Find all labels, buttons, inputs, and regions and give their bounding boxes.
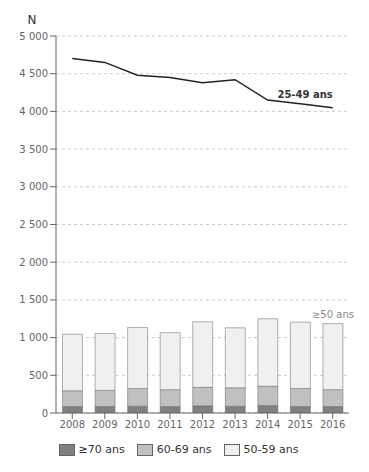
- html-text:60-69 ans: 60-69 ans: [156, 443, 212, 456]
- svg-text:N: N: [28, 13, 37, 27]
- svg-text:2015: 2015: [287, 419, 312, 430]
- svg-text:2010: 2010: [125, 419, 150, 430]
- svg-text:2009: 2009: [92, 419, 117, 430]
- svg-text:1 500: 1 500: [19, 294, 48, 305]
- svg-text:2008: 2008: [60, 419, 85, 430]
- svg-text:500: 500: [29, 370, 48, 381]
- svg-text:2012: 2012: [190, 419, 215, 430]
- svg-text:25-49 ans: 25-49 ans: [277, 89, 332, 100]
- svg-text:2011: 2011: [157, 419, 182, 430]
- svg-text:2016: 2016: [320, 419, 345, 430]
- html-text:≥70 ans: ≥70 ans: [78, 443, 125, 456]
- svg-text:1 000: 1 000: [19, 332, 48, 343]
- svg-text:3 500: 3 500: [19, 144, 48, 155]
- svg-text:4 000: 4 000: [19, 106, 48, 117]
- svg-text:2 000: 2 000: [19, 257, 48, 268]
- svg-text:4 500: 4 500: [19, 68, 48, 79]
- html-text:50-59 ans: 50-59 ans: [243, 443, 299, 456]
- svg-text:3 000: 3 000: [19, 181, 48, 192]
- svg-text:0: 0: [42, 408, 48, 419]
- svg-text:2014: 2014: [255, 419, 280, 430]
- svg-text:2 500: 2 500: [19, 219, 48, 230]
- svg-text:≥50 ans: ≥50 ans: [312, 309, 354, 320]
- svg-text:2013: 2013: [222, 419, 247, 430]
- svg-text:5 000: 5 000: [19, 31, 48, 42]
